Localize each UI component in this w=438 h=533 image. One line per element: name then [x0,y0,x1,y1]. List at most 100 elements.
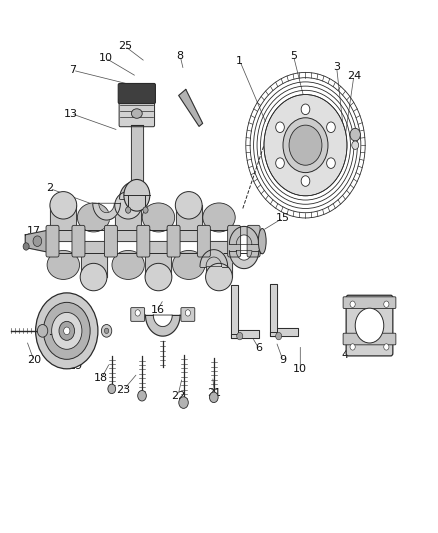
Polygon shape [81,241,106,277]
Polygon shape [200,249,228,266]
Ellipse shape [175,191,202,219]
FancyBboxPatch shape [343,333,396,345]
Circle shape [52,312,82,349]
Circle shape [104,328,109,334]
Ellipse shape [205,263,233,291]
Ellipse shape [173,251,205,279]
Polygon shape [131,125,143,195]
Circle shape [124,180,150,211]
Text: 10: 10 [293,365,307,374]
Circle shape [108,384,116,393]
FancyBboxPatch shape [228,225,240,257]
Text: 22: 22 [171,391,185,401]
FancyBboxPatch shape [181,308,195,321]
Text: 10: 10 [99,53,113,63]
Circle shape [301,104,310,115]
Text: 18: 18 [94,373,109,383]
Circle shape [289,125,322,165]
Text: 25: 25 [118,41,132,51]
FancyBboxPatch shape [343,297,396,309]
Text: 14: 14 [156,278,171,288]
Polygon shape [115,205,141,241]
Circle shape [276,333,282,340]
Circle shape [276,158,284,168]
Polygon shape [179,90,203,126]
Circle shape [276,122,284,133]
Polygon shape [231,285,237,338]
Ellipse shape [142,203,175,232]
FancyBboxPatch shape [118,84,155,103]
Circle shape [43,302,90,359]
Text: 7: 7 [69,65,76,75]
FancyBboxPatch shape [119,98,155,127]
Polygon shape [145,241,171,277]
Polygon shape [145,315,180,336]
Ellipse shape [258,229,266,254]
Ellipse shape [115,191,141,219]
Circle shape [185,310,191,316]
FancyBboxPatch shape [198,225,210,257]
Circle shape [63,329,71,339]
Ellipse shape [131,109,142,118]
Polygon shape [206,241,232,277]
Circle shape [64,327,70,335]
Circle shape [264,94,347,196]
Circle shape [283,118,328,173]
Text: 13: 13 [64,109,78,118]
Text: 24: 24 [347,70,361,80]
Circle shape [135,310,140,316]
Circle shape [23,243,29,250]
Circle shape [237,333,243,340]
Polygon shape [128,185,146,195]
Ellipse shape [112,251,145,279]
Polygon shape [270,285,276,336]
Circle shape [350,344,355,350]
Polygon shape [176,205,202,241]
FancyBboxPatch shape [131,308,145,321]
Circle shape [209,392,218,402]
Text: 15: 15 [276,213,290,223]
Circle shape [327,122,335,133]
Polygon shape [270,328,298,336]
FancyBboxPatch shape [167,225,180,257]
Polygon shape [93,203,120,220]
Text: 2: 2 [46,183,53,193]
FancyBboxPatch shape [247,225,260,257]
Polygon shape [230,251,259,269]
Text: 20: 20 [27,356,41,366]
Ellipse shape [145,263,172,291]
Text: 3: 3 [333,62,340,72]
Circle shape [143,207,148,213]
Circle shape [59,321,74,341]
Circle shape [33,236,42,246]
Text: 17: 17 [27,225,41,236]
Circle shape [126,207,131,213]
FancyBboxPatch shape [137,225,150,257]
Circle shape [350,301,355,308]
Text: 1: 1 [236,56,243,66]
Circle shape [327,158,335,168]
Ellipse shape [203,203,235,232]
Text: 5: 5 [290,51,297,61]
Circle shape [35,293,98,369]
Ellipse shape [78,203,110,232]
Text: 6: 6 [255,343,262,353]
Circle shape [350,128,360,141]
Text: 16: 16 [151,305,165,315]
Polygon shape [230,227,259,244]
Polygon shape [231,330,259,338]
Circle shape [101,325,112,337]
FancyBboxPatch shape [104,225,117,257]
Circle shape [352,141,359,149]
Circle shape [179,397,188,408]
Polygon shape [50,205,76,241]
Circle shape [37,325,48,337]
Text: 8: 8 [177,51,184,61]
Text: 4: 4 [342,350,349,360]
Ellipse shape [80,263,107,291]
Circle shape [138,391,146,401]
Ellipse shape [50,191,77,219]
FancyBboxPatch shape [346,295,393,356]
FancyBboxPatch shape [46,225,59,257]
Polygon shape [120,182,147,199]
